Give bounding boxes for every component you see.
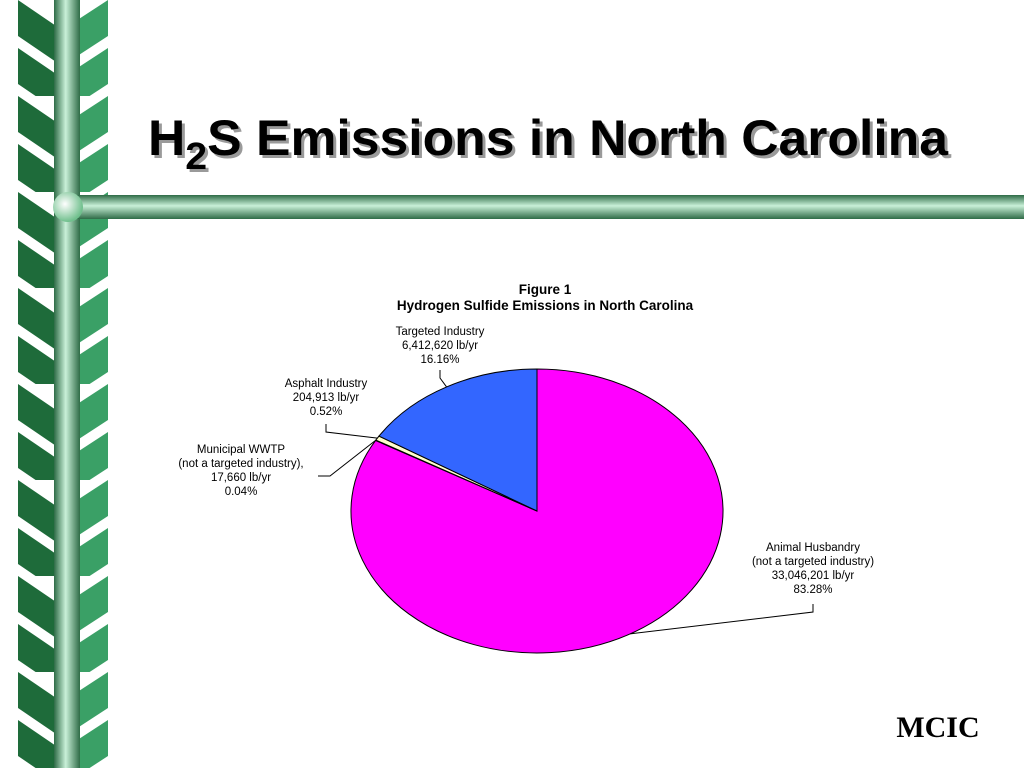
- slice-label: Asphalt Industry: [285, 378, 368, 390]
- slice-label: 204,913 lb/yr: [293, 392, 360, 404]
- footer: MCIC: [896, 711, 979, 744]
- leader-line: [630, 604, 814, 635]
- chart-subtitle: Hydrogen Sulfide Emissions in North Caro…: [397, 298, 694, 313]
- slice-label: 6,412,620 lb/yr: [402, 340, 478, 352]
- slice-label: 16.16%: [420, 354, 459, 366]
- pie: Animal Husbandry (not a targeted industry…: [178, 326, 874, 654]
- divider-bar: [60, 195, 1024, 219]
- leader-line: [318, 439, 377, 477]
- slice-label: (not a targeted industry),: [178, 458, 303, 470]
- divider-knob: [53, 192, 83, 222]
- slice-label: 0.52%: [310, 406, 343, 418]
- pie-slice: [378, 368, 538, 512]
- slice-label: Targeted Industry: [396, 326, 485, 338]
- leader-line: [325, 424, 378, 439]
- slice-label: Municipal WWTP: [197, 444, 286, 456]
- slice-label: 0.04%: [225, 486, 258, 498]
- pole-decoration: [54, 0, 80, 768]
- title-part: H: [148, 110, 185, 166]
- title-part: S Emissions in North Carolina: [207, 110, 949, 166]
- chart-title: Figure 1: [519, 282, 572, 297]
- slice-label: (not a targeted industry): [752, 556, 874, 568]
- title-subscript: 2: [185, 136, 207, 178]
- leader-line: [439, 370, 447, 388]
- slice-label: 33,046,201 lb/yr: [772, 570, 855, 582]
- slice-label: Animal Husbandry: [766, 542, 860, 554]
- slice-label: 83.28%: [793, 584, 832, 596]
- slide-title: H2S Emissions in North Carolina: [148, 110, 949, 178]
- slice-label: 17,660 lb/yr: [211, 472, 271, 484]
